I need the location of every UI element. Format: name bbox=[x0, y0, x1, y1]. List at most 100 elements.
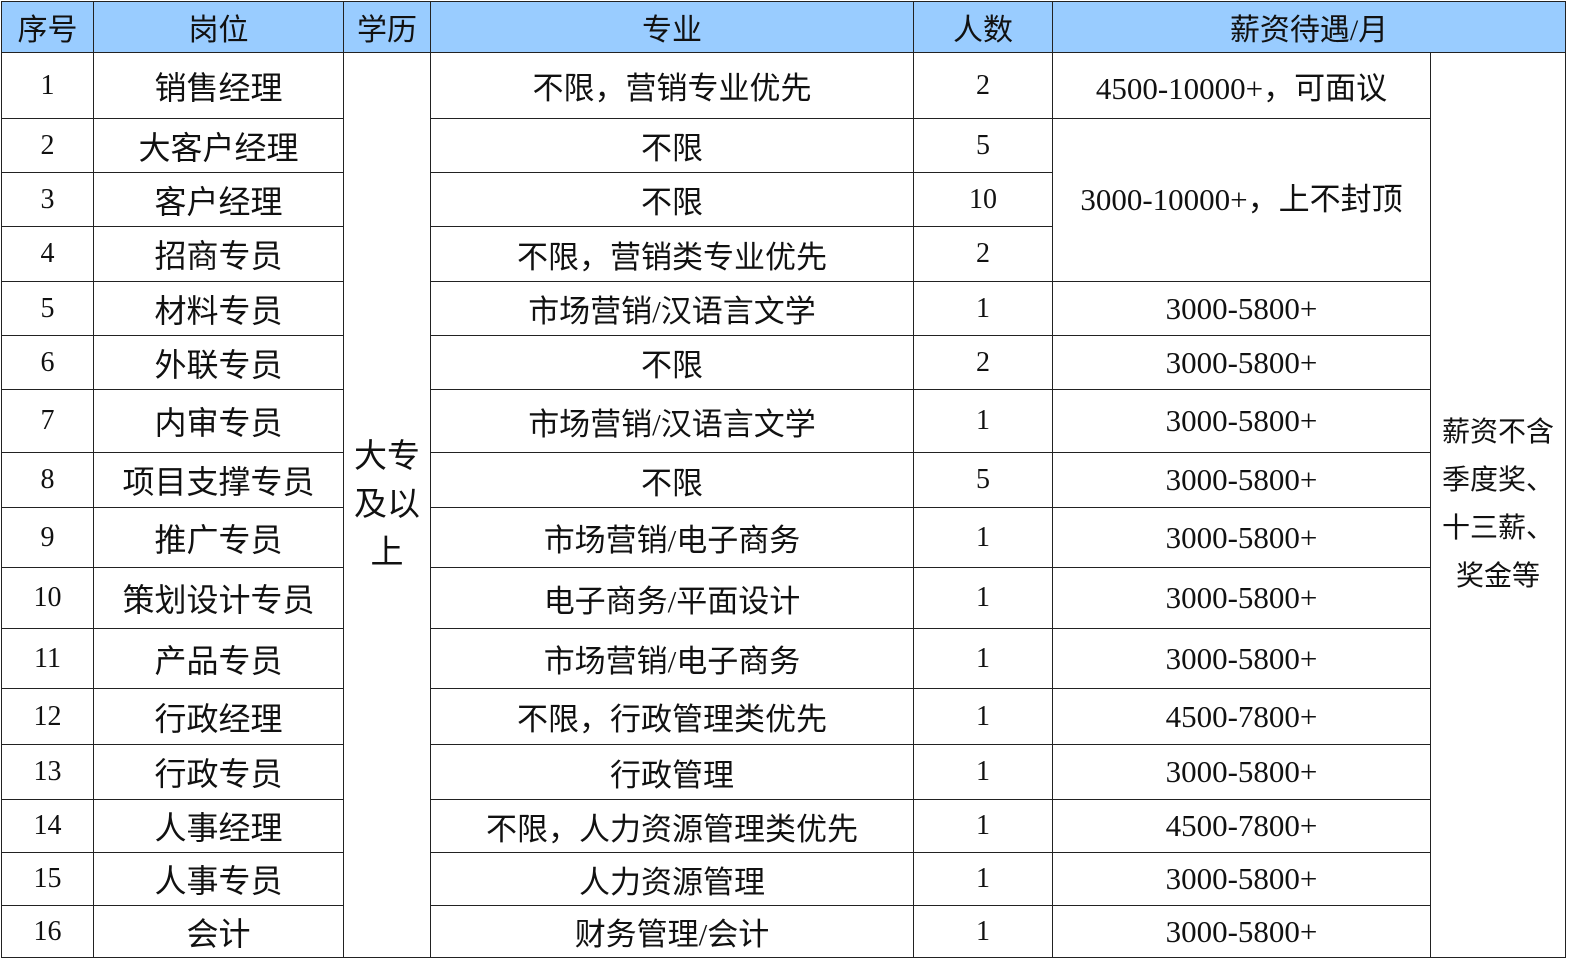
cell-count: 5 bbox=[913, 118, 1053, 173]
table-row: 1 销售经理 大专及以上 不限，营销专业优先 2 4500-10000+，可面议 薪资不含季… bbox=[1, 52, 1566, 958]
cell-position: 项目支撑专员 bbox=[93, 452, 344, 508]
cell-major: 市场营销/汉语言文学 bbox=[430, 389, 914, 453]
cell-major: 不限 bbox=[430, 172, 914, 227]
cell-major: 财务管理/会计 bbox=[430, 905, 914, 958]
table-row: 4 招商专员 不限，营销类专业优先 2 bbox=[1, 226, 1566, 282]
cell-index: 4 bbox=[1, 226, 94, 282]
cell-count: 5 bbox=[913, 452, 1053, 508]
cell-count: 1 bbox=[913, 905, 1053, 958]
header-position: 岗位 bbox=[93, 1, 344, 53]
cell-count: 1 bbox=[913, 567, 1053, 629]
cell-index: 11 bbox=[1, 628, 94, 689]
cell-major: 不限 bbox=[430, 118, 914, 173]
table-row: 7 内审专员 市场营销/汉语言文学 1 3000-5800+ bbox=[1, 389, 1566, 453]
header-major: 专业 bbox=[430, 1, 914, 53]
cell-salary: 3000-5800+ bbox=[1052, 852, 1431, 906]
table-row: 14 人事经理 不限，人力资源管理类优先 1 4500-7800+ bbox=[1, 799, 1566, 853]
table-row: 11 产品专员 市场营销/电子商务 1 3000-5800+ bbox=[1, 628, 1566, 689]
table-row: 8 项目支撑专员 不限 5 3000-5800+ bbox=[1, 452, 1566, 508]
cell-salary-merged: 3000-10000+，上不封顶 bbox=[1052, 118, 1431, 282]
table-row: 13 行政专员 行政管理 1 3000-5800+ bbox=[1, 744, 1566, 800]
cell-salary: 3000-5800+ bbox=[1052, 452, 1431, 508]
cell-index: 6 bbox=[1, 335, 94, 390]
cell-position: 外联专员 bbox=[93, 335, 344, 390]
cell-count: 2 bbox=[913, 52, 1053, 119]
cell-index: 10 bbox=[1, 567, 94, 629]
cell-position: 行政专员 bbox=[93, 744, 344, 800]
cell-position: 销售经理 bbox=[93, 52, 344, 119]
table-row: 2 大客户经理 不限 5 3000-10000+，上不封顶 bbox=[1, 118, 1566, 282]
cell-salary: 3000-5800+ bbox=[1052, 905, 1431, 958]
table-row: 3 客户经理 不限 10 bbox=[1, 172, 1566, 227]
cell-position: 人事专员 bbox=[93, 852, 344, 906]
table-row: 15 人事专员 人力资源管理 1 3000-5800+ bbox=[1, 852, 1566, 906]
cell-count: 1 bbox=[913, 688, 1053, 745]
cell-count: 1 bbox=[913, 281, 1053, 336]
cell-salary: 4500-10000+，可面议 bbox=[1052, 52, 1431, 119]
cell-position: 策划设计专员 bbox=[93, 567, 344, 629]
cell-salary: 3000-5800+ bbox=[1052, 567, 1431, 629]
cell-index: 5 bbox=[1, 281, 94, 336]
cell-index: 8 bbox=[1, 452, 94, 508]
cell-salary: 4500-7800+ bbox=[1052, 688, 1431, 745]
cell-index: 13 bbox=[1, 744, 94, 800]
cell-education: 大专及以上 bbox=[343, 52, 431, 958]
cell-index: 7 bbox=[1, 389, 94, 453]
cell-count: 1 bbox=[913, 799, 1053, 853]
cell-index: 14 bbox=[1, 799, 94, 853]
table-row: 6 外联专员 不限 2 3000-5800+ bbox=[1, 335, 1566, 390]
cell-count: 2 bbox=[913, 226, 1053, 282]
header-row: 序号 岗位 学历 专业 人数 薪资待遇/月 bbox=[1, 1, 1566, 53]
cell-position: 内审专员 bbox=[93, 389, 344, 453]
cell-major: 不限 bbox=[430, 452, 914, 508]
cell-position: 人事经理 bbox=[93, 799, 344, 853]
cell-major: 不限，营销类专业优先 bbox=[430, 226, 914, 282]
table-row: 10 策划设计专员 电子商务/平面设计 1 3000-5800+ bbox=[1, 567, 1566, 629]
cell-count: 1 bbox=[913, 389, 1053, 453]
cell-salary: 3000-5800+ bbox=[1052, 335, 1431, 390]
cell-major: 市场营销/汉语言文学 bbox=[430, 281, 914, 336]
cell-position: 大客户经理 bbox=[93, 118, 344, 173]
cell-salary: 3000-5800+ bbox=[1052, 628, 1431, 689]
cell-major: 不限，营销专业优先 bbox=[430, 52, 914, 119]
job-table: 序号 岗位 学历 专业 人数 薪资待遇/月 1 销售经理 大专及以上 不限，营销专业优… bbox=[1, 1, 1566, 958]
cell-major: 不限，人力资源管理类优先 bbox=[430, 799, 914, 853]
cell-index: 12 bbox=[1, 688, 94, 745]
cell-index: 3 bbox=[1, 172, 94, 227]
cell-count: 1 bbox=[913, 852, 1053, 906]
cell-major: 市场营销/电子商务 bbox=[430, 507, 914, 568]
cell-major: 市场营销/电子商务 bbox=[430, 628, 914, 689]
table-row: 5 材料专员 市场营销/汉语言文学 1 3000-5800+ bbox=[1, 281, 1566, 336]
cell-count: 2 bbox=[913, 335, 1053, 390]
cell-position: 推广专员 bbox=[93, 507, 344, 568]
cell-index: 16 bbox=[1, 905, 94, 958]
header-index: 序号 bbox=[1, 1, 94, 53]
cell-position: 产品专员 bbox=[93, 628, 344, 689]
cell-count: 1 bbox=[913, 628, 1053, 689]
table-row: 9 推广专员 市场营销/电子商务 1 3000-5800+ bbox=[1, 507, 1566, 568]
cell-major: 行政管理 bbox=[430, 744, 914, 800]
cell-major: 不限，行政管理类优先 bbox=[430, 688, 914, 745]
cell-salary: 3000-5800+ bbox=[1052, 389, 1431, 453]
cell-major: 人力资源管理 bbox=[430, 852, 914, 906]
table-row: 16 会计 财务管理/会计 1 3000-5800+ bbox=[1, 905, 1566, 958]
cell-salary-note: 薪资不含季度奖、十三薪、奖金等 bbox=[1430, 52, 1566, 958]
cell-count: 1 bbox=[913, 744, 1053, 800]
cell-position: 行政经理 bbox=[93, 688, 344, 745]
cell-index: 15 bbox=[1, 852, 94, 906]
cell-position: 客户经理 bbox=[93, 172, 344, 227]
header-salary: 薪资待遇/月 bbox=[1052, 1, 1566, 53]
cell-index: 1 bbox=[1, 52, 94, 119]
header-count: 人数 bbox=[913, 1, 1053, 53]
cell-count: 1 bbox=[913, 507, 1053, 568]
cell-position: 会计 bbox=[93, 905, 344, 958]
header-education: 学历 bbox=[343, 1, 431, 53]
cell-salary: 3000-5800+ bbox=[1052, 507, 1431, 568]
cell-major: 电子商务/平面设计 bbox=[430, 567, 914, 629]
cell-position: 材料专员 bbox=[93, 281, 344, 336]
cell-position: 招商专员 bbox=[93, 226, 344, 282]
cell-salary: 4500-7800+ bbox=[1052, 799, 1431, 853]
cell-major: 不限 bbox=[430, 335, 914, 390]
cell-index: 2 bbox=[1, 118, 94, 173]
cell-salary: 3000-5800+ bbox=[1052, 281, 1431, 336]
